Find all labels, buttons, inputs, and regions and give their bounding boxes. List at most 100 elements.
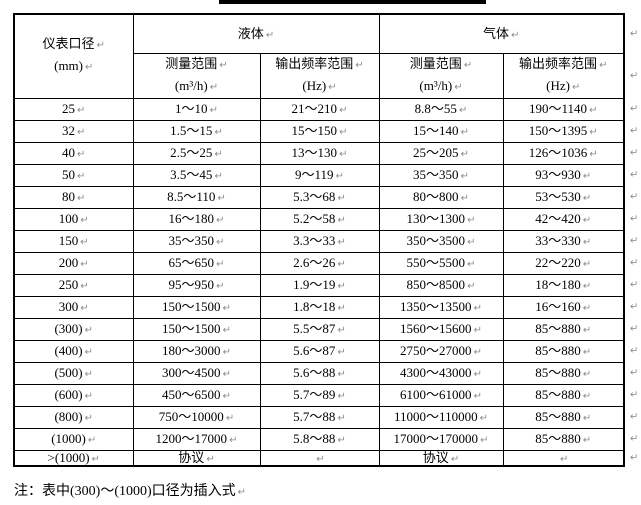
cell-end-mark: ↵ — [473, 347, 482, 358]
cell-value: 100 — [58, 211, 79, 226]
table-cell: 1.8～18 ↵ — [259, 295, 380, 319]
cell-value: 1～10 — [175, 101, 208, 116]
cell-value: 350～3500 — [406, 233, 466, 248]
cell-end-mark: ↵ — [77, 171, 86, 182]
cell-end-mark: ↵ — [337, 193, 346, 204]
cell-value: (400) — [54, 343, 83, 358]
table-cell: (1000) ↵ — [13, 427, 134, 451]
cell-value: 5.3～68 — [293, 189, 336, 204]
cell-value: 150～1500 — [162, 299, 221, 314]
cell-end-mark: ↵ — [582, 369, 592, 380]
cell-value: 16～160 — [535, 299, 581, 314]
cell-end-mark: ↵ — [85, 62, 94, 74]
cell-end-mark: ↵ — [337, 435, 346, 446]
table-cell: 33～330 ↵ — [502, 229, 625, 253]
row-end-mark: ↵ — [630, 70, 639, 81]
cell-end-mark: ↵ — [589, 105, 598, 116]
cell-end-mark: ↵ — [91, 453, 100, 465]
cell-end-mark: ↵ — [473, 369, 482, 380]
cell-value: 85～880 — [535, 321, 581, 336]
table-cell: 1560～15600 ↵ — [378, 317, 504, 341]
cell-value: 22～220 — [535, 255, 581, 270]
cell-end-mark: ↵ — [214, 171, 223, 182]
cell-value: 35～350 — [413, 167, 459, 182]
cell-value: 85～880 — [535, 409, 581, 424]
table-cell: 85～880 ↵ — [502, 317, 625, 341]
cell-end-mark: ↵ — [214, 127, 223, 138]
cell-end-mark: ↵ — [337, 391, 346, 402]
cell-end-mark: ↵ — [84, 325, 94, 336]
row-end-mark: ↵ — [630, 103, 639, 115]
header-frequency-label: 输出频率范围 — [275, 55, 354, 71]
table-cell: 22～220 ↵ — [502, 251, 625, 275]
cell-end-mark: ↵ — [337, 303, 346, 314]
table-cell: 85～880 ↵ — [502, 405, 625, 429]
table-footnote: 注：表中(300)～(1000)口径为插入式 ↵ — [14, 483, 246, 502]
cell-value: 5.7～88 — [293, 409, 336, 424]
cell-end-mark: ↵ — [96, 40, 105, 52]
cell-value: 250 — [58, 277, 79, 292]
cell-value: 126～1036 — [528, 145, 588, 160]
cell-end-mark: ↵ — [339, 127, 348, 138]
table-cell: 85～880 ↵ — [502, 383, 625, 407]
cell-value: 15～140 — [413, 123, 459, 138]
table-cell: 350～3500 ↵ — [378, 229, 504, 253]
cell-value: 1.8～18 — [293, 299, 336, 314]
table-cell: 150～1500 ↵ — [132, 317, 261, 341]
header-cell-liquid-group: 液体 ↵ — [132, 13, 380, 54]
cell-end-mark: ↵ — [216, 237, 225, 248]
row-end-mark: ↵ — [630, 147, 639, 159]
cell-value: 25～205 — [413, 145, 459, 160]
cell-value: 35～350 — [168, 233, 215, 248]
footnote-text: 注：表中(300)～(1000)口径为插入式 — [14, 484, 236, 499]
table-cell: 130～1300 ↵ — [378, 207, 504, 231]
table-cell: 53～530 ↵ — [502, 185, 625, 209]
table-cell: 1350～13500 ↵ — [378, 295, 504, 319]
cell-value: 50 — [62, 167, 76, 182]
cell-value: 1.9～19 — [293, 277, 336, 292]
table-row: (300) ↵ 150～1500 ↵ 5.5～87 ↵ 1560～15600 ↵ 85～880 ↵ — [13, 317, 625, 341]
cell-end-mark: ↵ — [214, 149, 223, 160]
table-cell: 3.5～45 ↵ — [132, 163, 261, 187]
table-cell: 16～160 ↵ — [502, 295, 625, 319]
row-end-mark: ↵ — [630, 169, 639, 181]
table-cell: 2750～27000 ↵ — [378, 339, 504, 363]
cell-end-mark: ↵ — [80, 281, 89, 292]
table-cell: 42～420 ↵ — [502, 207, 625, 231]
table-row: 150 ↵ 35～350 ↵ 3.3～33 ↵ 350～3500 ↵ 33～330 ↵ — [13, 229, 625, 253]
cell-value: 80 — [62, 189, 76, 204]
cell-value: 550～5500 — [406, 255, 466, 270]
table-row: (1000) ↵ 1200～17000 ↵ 5.8～88 ↵ 17000～170000 ↵ 85… — [13, 427, 625, 451]
cell-end-mark: ↵ — [206, 453, 215, 465]
table-cell: 450～6500 ↵ — [132, 383, 261, 407]
table-cell: 85～880 ↵ — [502, 427, 625, 451]
cell-end-mark: ↵ — [582, 391, 592, 402]
cell-value: 3.5～45 — [170, 167, 213, 182]
header-cell-liquid-range: 测量范围 ↵ (m³/h) ↵ — [132, 52, 261, 99]
table-cell: 50 ↵ — [13, 163, 134, 187]
cell-end-mark: ↵ — [479, 413, 488, 424]
table-cell: 1200～17000 ↵ — [132, 427, 261, 451]
table-cell: 1.5～15 ↵ — [132, 119, 261, 143]
table-header-row-subcolumns: 测量范围 ↵ (m³/h) ↵ 输出频率范围 ↵ (Hz) ↵ 测量范围 ↵ (m³/h)… — [14, 52, 625, 99]
cell-end-mark: ↵ — [582, 237, 592, 248]
cell-end-mark: ↵ — [337, 259, 346, 270]
table-cell: 9～119 ↵ — [259, 163, 380, 187]
cell-value: 8.5～110 — [167, 189, 216, 204]
cell-end-mark: ↵ — [460, 149, 469, 160]
table-cell: ↵ — [502, 449, 625, 466]
cell-end-mark: ↵ — [222, 347, 231, 358]
header-range-label: 测量范围 — [409, 55, 462, 71]
cell-end-mark: ↵ — [337, 369, 346, 380]
cell-value: 5.6～87 — [293, 343, 336, 358]
cell-value: 93～930 — [535, 167, 581, 182]
cell-end-mark: ↵ — [216, 215, 225, 226]
table-cell: 40 ↵ — [13, 141, 134, 165]
cell-end-mark: ↵ — [337, 347, 346, 358]
table-row: 200 ↵ 65～650 ↵ 2.6～26 ↵ 550～5500 ↵ 22～220 ↵ — [13, 251, 625, 275]
table-cell: 8.8～55 ↵ — [378, 97, 504, 121]
cell-value: 13～130 — [291, 145, 338, 160]
cell-value: (1000) — [51, 431, 86, 446]
header-frequency-label: 输出频率范围 — [519, 55, 598, 71]
